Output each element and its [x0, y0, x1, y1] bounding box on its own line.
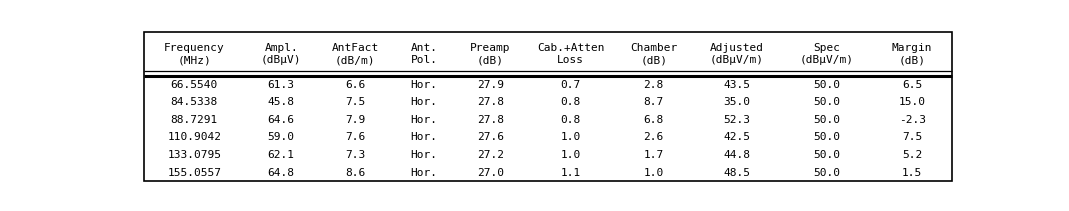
Text: Chamber
(dB): Chamber (dB): [630, 43, 678, 65]
Text: 27.0: 27.0: [477, 168, 503, 177]
Text: 42.5: 42.5: [723, 132, 750, 142]
Text: 0.8: 0.8: [560, 115, 580, 125]
Text: 155.0557: 155.0557: [168, 168, 221, 177]
Text: 44.8: 44.8: [723, 150, 750, 160]
Text: Cab.+Atten
Loss: Cab.+Atten Loss: [537, 43, 604, 65]
Text: 8.7: 8.7: [644, 97, 664, 107]
Text: -2.3: -2.3: [899, 115, 926, 125]
Text: Hor.: Hor.: [410, 80, 437, 90]
Text: 61.3: 61.3: [267, 80, 295, 90]
Text: 35.0: 35.0: [723, 97, 750, 107]
Text: Frequency
(MHz): Frequency (MHz): [164, 43, 224, 65]
Text: Ant.
Pol.: Ant. Pol.: [410, 43, 437, 65]
Text: Margin
(dB): Margin (dB): [892, 43, 932, 65]
Text: Hor.: Hor.: [410, 132, 437, 142]
Text: 84.5338: 84.5338: [171, 97, 218, 107]
Text: 6.5: 6.5: [902, 80, 923, 90]
Text: 50.0: 50.0: [814, 132, 840, 142]
Text: 62.1: 62.1: [267, 150, 295, 160]
Text: 15.0: 15.0: [899, 97, 926, 107]
Text: 7.5: 7.5: [902, 132, 923, 142]
Text: 27.2: 27.2: [477, 150, 503, 160]
Text: 88.7291: 88.7291: [171, 115, 218, 125]
Text: 1.7: 1.7: [644, 150, 664, 160]
Text: 66.5540: 66.5540: [171, 80, 218, 90]
Text: 2.6: 2.6: [644, 132, 664, 142]
Text: Hor.: Hor.: [410, 115, 437, 125]
Text: 110.9042: 110.9042: [168, 132, 221, 142]
Text: Hor.: Hor.: [410, 150, 437, 160]
Text: 1.1: 1.1: [560, 168, 580, 177]
Text: 7.3: 7.3: [345, 150, 366, 160]
Text: 45.8: 45.8: [267, 97, 295, 107]
Text: 133.0795: 133.0795: [168, 150, 221, 160]
Text: 1.0: 1.0: [560, 150, 580, 160]
Text: 27.9: 27.9: [477, 80, 503, 90]
Text: 48.5: 48.5: [723, 168, 750, 177]
Text: 27.8: 27.8: [477, 97, 503, 107]
Text: 64.6: 64.6: [267, 115, 295, 125]
Text: 6.8: 6.8: [644, 115, 664, 125]
Text: 64.8: 64.8: [267, 168, 295, 177]
Text: 7.9: 7.9: [345, 115, 366, 125]
Text: 50.0: 50.0: [814, 115, 840, 125]
Text: 7.5: 7.5: [345, 97, 366, 107]
Text: Hor.: Hor.: [410, 97, 437, 107]
Text: 1.0: 1.0: [560, 132, 580, 142]
Text: 2.8: 2.8: [644, 80, 664, 90]
Text: 5.2: 5.2: [902, 150, 923, 160]
Text: 43.5: 43.5: [723, 80, 750, 90]
Text: 50.0: 50.0: [814, 80, 840, 90]
Text: Preamp
(dB): Preamp (dB): [470, 43, 511, 65]
Text: 27.8: 27.8: [477, 115, 503, 125]
Text: 0.8: 0.8: [560, 97, 580, 107]
Text: 0.7: 0.7: [560, 80, 580, 90]
Text: Ampl.
(dBµV): Ampl. (dBµV): [261, 43, 301, 65]
Text: 52.3: 52.3: [723, 115, 750, 125]
Text: 1.0: 1.0: [644, 168, 664, 177]
Text: 6.6: 6.6: [345, 80, 366, 90]
Text: AntFact
(dB/m): AntFact (dB/m): [331, 43, 378, 65]
Text: 50.0: 50.0: [814, 168, 840, 177]
Text: 59.0: 59.0: [267, 132, 295, 142]
Text: 50.0: 50.0: [814, 150, 840, 160]
Text: 27.6: 27.6: [477, 132, 503, 142]
Text: Hor.: Hor.: [410, 168, 437, 177]
Text: 7.6: 7.6: [345, 132, 366, 142]
Text: Spec
(dBµV/m): Spec (dBµV/m): [800, 43, 854, 65]
Text: 1.5: 1.5: [902, 168, 923, 177]
Text: 8.6: 8.6: [345, 168, 366, 177]
Text: Adjusted
(dBµV/m): Adjusted (dBµV/m): [710, 43, 763, 65]
Text: 50.0: 50.0: [814, 97, 840, 107]
